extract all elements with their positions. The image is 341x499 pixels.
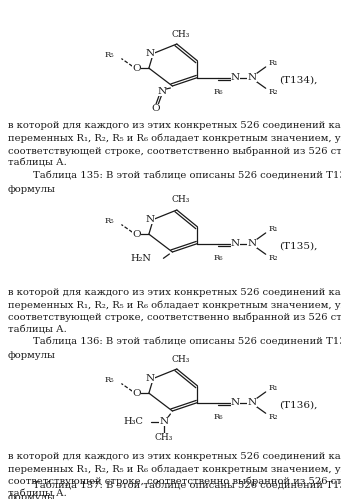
Text: N: N (146, 215, 155, 224)
Text: R₆: R₆ (214, 88, 223, 96)
Text: O: O (132, 230, 140, 239)
Text: таблицы А.: таблицы А. (8, 325, 67, 334)
Text: N: N (160, 417, 168, 426)
Text: R₁: R₁ (269, 59, 278, 67)
Text: N: N (248, 398, 256, 407)
Text: таблицы А.: таблицы А. (8, 159, 67, 168)
Text: R₆: R₆ (214, 254, 223, 262)
Text: R₆: R₆ (214, 413, 223, 421)
Text: таблицы А.: таблицы А. (8, 490, 67, 499)
Text: R₅: R₅ (105, 376, 114, 384)
Text: соответствующей строке, соответственно выбранной из 526 строк A.1.1 - A.1.526: соответствующей строке, соответственно в… (8, 146, 341, 156)
Text: переменных R₁, R₂, R₅ и R₆ обладает конкретным значением, указанным в: переменных R₁, R₂, R₅ и R₆ обладает конк… (8, 465, 341, 474)
Text: N: N (231, 398, 240, 407)
Text: переменных R₁, R₂, R₅ и R₆ обладает конкретным значением, указанным в: переменных R₁, R₂, R₅ и R₆ обладает конк… (8, 300, 341, 310)
Text: CH₃: CH₃ (172, 29, 190, 38)
Text: N: N (146, 374, 155, 383)
Text: Таблица 135: В этой таблице описаны 526 соединений T135.1.1 - T135.1.526: Таблица 135: В этой таблице описаны 526 … (8, 172, 341, 181)
Text: Таблица 136: В этой таблице описаны 526 соединений T136.1.1 - T136.1.526: Таблица 136: В этой таблице описаны 526 … (8, 338, 341, 347)
Text: N: N (231, 73, 240, 82)
Text: N: N (157, 87, 166, 96)
Text: CH₃: CH₃ (155, 433, 173, 442)
Text: R₅: R₅ (105, 50, 114, 58)
Text: H₃C: H₃C (123, 417, 143, 426)
Text: (T134),: (T134), (279, 75, 318, 84)
Text: в которой для каждого из этих конкретных 526 соединений каждая из: в которой для каждого из этих конкретных… (8, 452, 341, 461)
Text: соответствующей строке, соответственно выбранной из 526 строк A.1.1 - A.1.526: соответствующей строке, соответственно в… (8, 313, 341, 322)
Text: R₂: R₂ (269, 88, 278, 96)
Text: O: O (151, 104, 160, 113)
Text: N: N (231, 239, 240, 248)
Text: в которой для каждого из этих конкретных 526 соединений каждая из: в которой для каждого из этих конкретных… (8, 288, 341, 297)
Text: формулы: формулы (8, 185, 56, 194)
Text: (T135),: (T135), (279, 241, 318, 250)
Text: CH₃: CH₃ (172, 196, 190, 205)
Text: R₁: R₁ (269, 384, 278, 392)
Text: переменных R₁, R₂, R₅ и R₆ обладает конкретным значением, указанным в: переменных R₁, R₂, R₅ и R₆ обладает конк… (8, 134, 341, 143)
Text: формулы: формулы (8, 350, 56, 359)
Text: R₂: R₂ (269, 413, 278, 421)
Text: R₁: R₁ (269, 225, 278, 233)
Text: O: O (132, 389, 140, 398)
Text: N: N (146, 49, 155, 58)
Text: соответствующей строке, соответственно выбранной из 526 строк A.1.1 - A.1.526: соответствующей строке, соответственно в… (8, 477, 341, 487)
Text: Таблица 137: В этой таблице описаны 526 соединений T137.1.1 - T137.1.526: Таблица 137: В этой таблице описаны 526 … (8, 481, 341, 490)
Text: N: N (248, 239, 256, 248)
Text: формулы: формулы (8, 494, 56, 499)
Text: R₅: R₅ (105, 217, 114, 225)
Text: в которой для каждого из этих конкретных 526 соединений каждая из: в которой для каждого из этих конкретных… (8, 121, 341, 130)
Text: O: O (132, 64, 140, 73)
Text: CH₃: CH₃ (172, 354, 190, 363)
Text: H₂N: H₂N (131, 254, 151, 263)
Text: R₂: R₂ (269, 254, 278, 262)
Text: (T136),: (T136), (279, 400, 318, 409)
Text: N: N (248, 73, 256, 82)
